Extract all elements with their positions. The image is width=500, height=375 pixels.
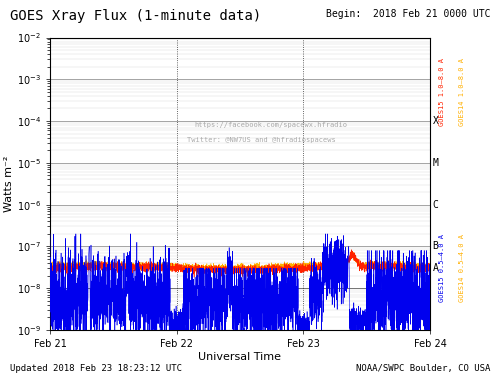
Text: Begin:  2018 Feb 21 0000 UTC: Begin: 2018 Feb 21 0000 UTC <box>326 9 490 20</box>
Text: X: X <box>432 116 438 126</box>
Text: https://facebook.com/spacewx.hfradio: https://facebook.com/spacewx.hfradio <box>194 122 348 128</box>
Text: GOES14 0.5–4.0 A: GOES14 0.5–4.0 A <box>460 234 466 302</box>
Text: GOES15 1.0–8.0 A: GOES15 1.0–8.0 A <box>440 58 446 126</box>
Text: GOES Xray Flux (1-minute data): GOES Xray Flux (1-minute data) <box>10 9 261 23</box>
Text: C: C <box>432 200 438 210</box>
Text: NOAA/SWPC Boulder, CO USA: NOAA/SWPC Boulder, CO USA <box>356 364 490 373</box>
Text: GOES15 0.5–4.0 A: GOES15 0.5–4.0 A <box>440 234 446 302</box>
Text: A: A <box>432 263 438 273</box>
Text: B: B <box>432 242 438 251</box>
Text: Updated 2018 Feb 23 18:23:12 UTC: Updated 2018 Feb 23 18:23:12 UTC <box>10 364 182 373</box>
Y-axis label: Watts m⁻²: Watts m⁻² <box>4 156 14 212</box>
Text: Twitter: @NW7US and @hfradiospacews: Twitter: @NW7US and @hfradiospacews <box>187 137 336 143</box>
Text: M: M <box>432 158 438 168</box>
X-axis label: Universal Time: Universal Time <box>198 352 281 362</box>
Text: GOES14 1.0–8.0 A: GOES14 1.0–8.0 A <box>460 58 466 126</box>
